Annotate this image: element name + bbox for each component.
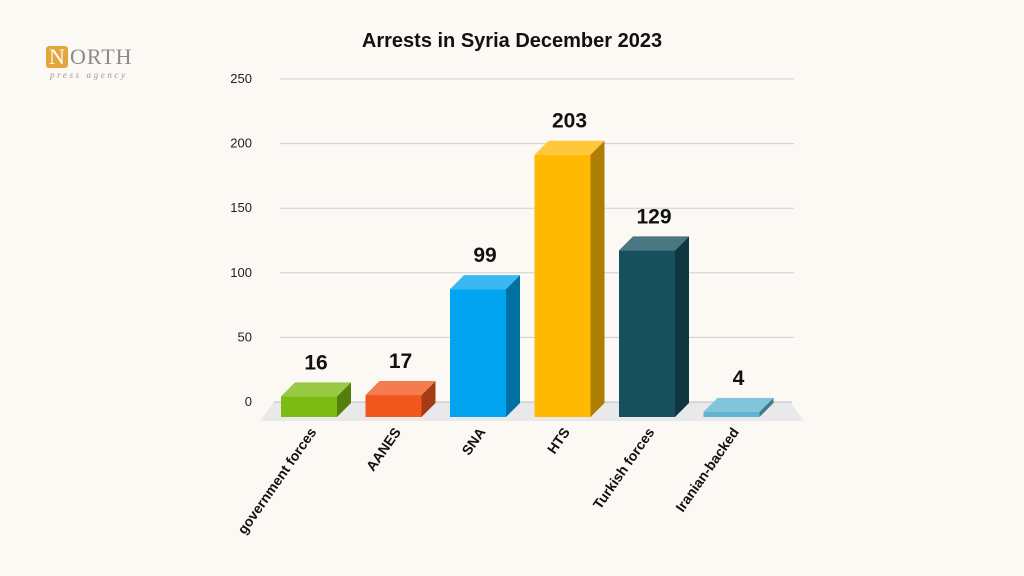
bar-front bbox=[619, 250, 675, 417]
bar-front bbox=[450, 289, 506, 417]
bar-side bbox=[337, 382, 351, 417]
data-label: 16 bbox=[304, 351, 327, 374]
x-axis: government forces AANES SNA HTS Turkish forc… bbox=[234, 424, 742, 537]
bar-side bbox=[675, 236, 689, 417]
y-tick-label: 250 bbox=[230, 71, 252, 86]
data-label: 99 bbox=[473, 244, 496, 267]
data-label: 203 bbox=[552, 110, 587, 133]
x-tick-label: HTS bbox=[544, 425, 573, 457]
bar-side bbox=[759, 397, 774, 417]
bar-front bbox=[703, 411, 760, 417]
bars bbox=[281, 140, 774, 417]
bar-top bbox=[703, 397, 774, 412]
x-tick-label: AANES bbox=[363, 425, 404, 474]
bar-side bbox=[506, 275, 520, 417]
x-tick-label: SNA bbox=[458, 425, 488, 458]
y-tick-label: 150 bbox=[230, 200, 252, 215]
bar-front bbox=[281, 396, 337, 417]
logo-tagline: press agency bbox=[50, 70, 128, 80]
chart-title: Arrests in Syria December 2023 bbox=[362, 30, 662, 52]
bar bbox=[281, 382, 351, 417]
bar bbox=[619, 236, 689, 417]
bar-top bbox=[365, 381, 436, 396]
bar bbox=[703, 397, 774, 417]
y-axis: 0 50 100 150 200 250 bbox=[230, 71, 252, 409]
y-tick-label: 200 bbox=[230, 136, 252, 151]
bar-top bbox=[619, 236, 689, 251]
bar bbox=[534, 140, 605, 417]
x-tick-label: Turkish forces bbox=[590, 424, 658, 512]
data-label: 17 bbox=[389, 350, 412, 373]
bar-top bbox=[534, 140, 605, 155]
bar-front bbox=[534, 154, 591, 417]
y-tick-label: 100 bbox=[230, 265, 252, 280]
x-tick-label: Iranian-backed bbox=[672, 425, 742, 515]
data-labels: 16 17 99 203 129 4 bbox=[304, 110, 744, 390]
bar-side bbox=[421, 381, 436, 417]
bar-top bbox=[281, 382, 351, 397]
y-tick-label: 0 bbox=[245, 394, 252, 409]
bar-top bbox=[450, 275, 520, 290]
data-label: 129 bbox=[636, 205, 671, 228]
logo-initial: N bbox=[46, 46, 68, 68]
logo-wordmark: ORTH bbox=[70, 44, 133, 69]
bar bbox=[365, 381, 436, 417]
bar-side bbox=[590, 140, 605, 417]
bar bbox=[450, 275, 520, 417]
bar-front bbox=[365, 395, 422, 417]
x-tick-label: government forces bbox=[234, 424, 320, 537]
y-tick-label: 50 bbox=[238, 329, 252, 344]
north-press-agency-logo: N ORTH press agency bbox=[46, 44, 161, 84]
data-label: 4 bbox=[733, 367, 745, 390]
